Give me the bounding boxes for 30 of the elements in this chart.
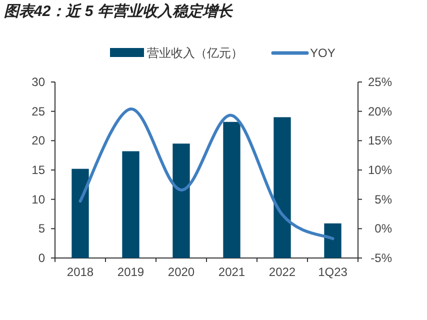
y2-tick-label: 25% xyxy=(368,75,392,89)
bar xyxy=(274,117,291,258)
bar xyxy=(122,151,140,258)
bar xyxy=(172,144,190,258)
y2-tick-label: -5% xyxy=(370,251,392,265)
bar xyxy=(223,122,240,258)
y-tick-label: 30 xyxy=(32,75,46,89)
y-tick-label: 20 xyxy=(32,134,46,148)
legend-label: 营业收入（亿元） xyxy=(147,46,243,60)
y-tick-label: 10 xyxy=(32,192,46,206)
y-tick-label: 5 xyxy=(38,222,46,236)
legend-label: YOY xyxy=(310,46,336,60)
bar xyxy=(324,223,342,258)
y-tick-label: 0 xyxy=(38,251,46,265)
x-tick-label: 2021 xyxy=(218,265,246,279)
y-tick-label: 25 xyxy=(32,104,46,118)
y2-tick-label: 5% xyxy=(374,192,392,206)
y2-tick-label: 15% xyxy=(368,134,392,148)
x-tick-label: 1Q23 xyxy=(318,265,348,279)
x-tick-label: 2019 xyxy=(117,265,144,279)
line-series xyxy=(78,107,334,240)
x-tick-label: 2018 xyxy=(66,265,94,279)
x-tick-label: 2020 xyxy=(168,265,195,279)
y2-tick-label: 20% xyxy=(368,104,392,118)
bar xyxy=(72,168,89,258)
y2-tick-label: 10% xyxy=(368,163,392,177)
y2-tick-label: 0% xyxy=(374,222,392,236)
y-tick-label: 15 xyxy=(32,163,46,177)
chart-title: 图表42：近 5 年营业收入稳定增长 xyxy=(4,2,234,20)
x-tick-label: 2022 xyxy=(268,265,296,279)
